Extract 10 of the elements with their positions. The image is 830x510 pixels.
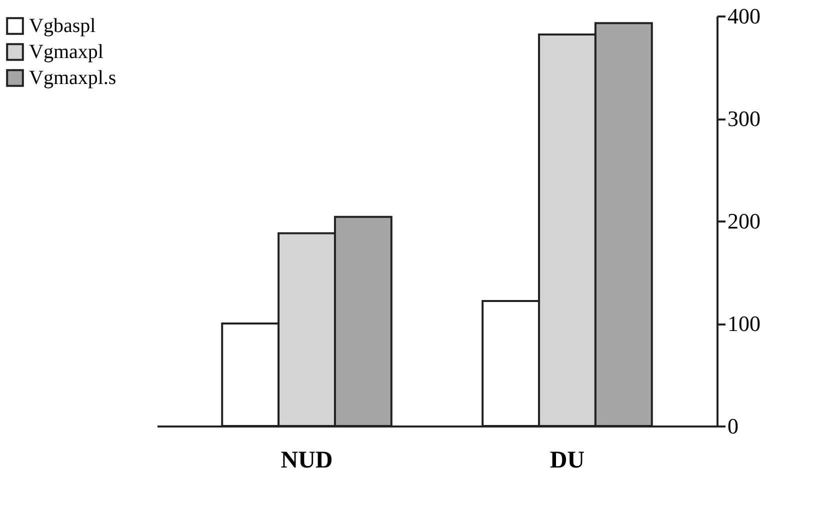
legend-label: Vgbaspl bbox=[29, 15, 96, 37]
legend-label: Vgmaxpl.s bbox=[29, 67, 116, 89]
y-tick-label: 200 bbox=[728, 208, 760, 234]
y-tick-label: 400 bbox=[728, 4, 760, 28]
legend-label: Vgmaxpl bbox=[29, 41, 104, 63]
x-tick-label: NUD bbox=[280, 448, 333, 474]
y-tick-label: 300 bbox=[728, 106, 760, 131]
x-tick-label: DU bbox=[550, 448, 585, 474]
y-tick-label: 100 bbox=[728, 311, 760, 336]
y-tick-label: 0 bbox=[728, 414, 738, 438]
